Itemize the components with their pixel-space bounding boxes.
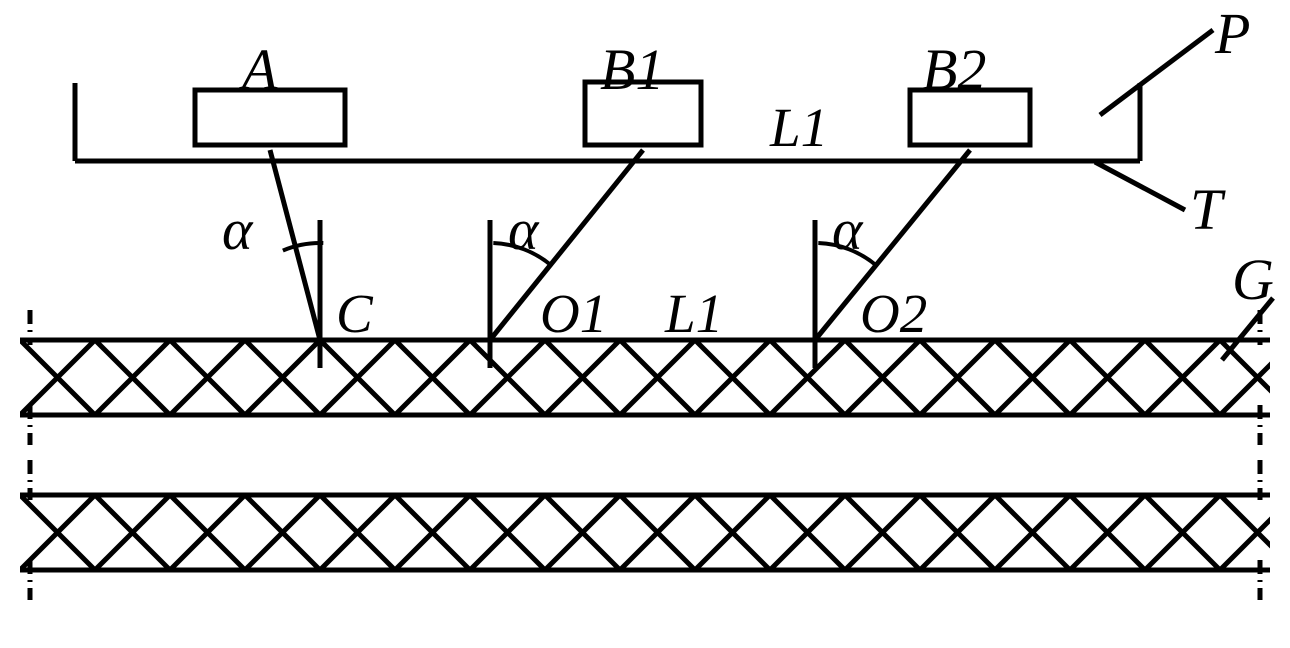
label-A: A bbox=[242, 36, 277, 103]
label-alpha-B1: α bbox=[508, 196, 538, 263]
label-alpha-A: α bbox=[222, 196, 252, 263]
label-alpha-B2: α bbox=[832, 196, 862, 263]
label-T: T bbox=[1190, 176, 1222, 243]
label-B2: B2 bbox=[922, 36, 986, 103]
figure: { "canvas": { "w": 1290, "h": 648 }, "st… bbox=[0, 0, 1290, 648]
label-L1-bottom: L1 bbox=[665, 282, 723, 345]
label-C: C bbox=[336, 282, 373, 345]
label-O2: O2 bbox=[860, 282, 927, 345]
label-P: P bbox=[1215, 0, 1250, 67]
label-L1-top: L1 bbox=[770, 96, 828, 159]
label-G: G bbox=[1232, 246, 1274, 313]
label-B1: B1 bbox=[600, 36, 664, 103]
label-O1: O1 bbox=[540, 282, 607, 345]
